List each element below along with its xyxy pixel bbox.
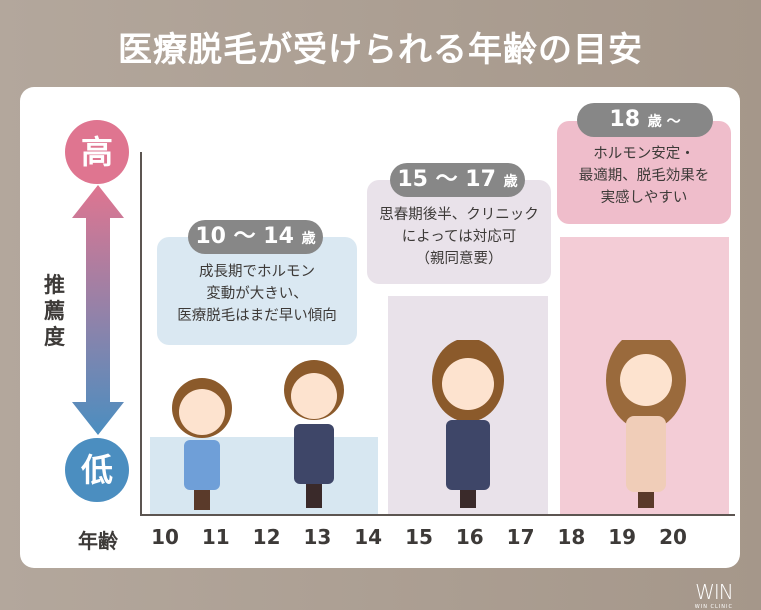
girl-10-icon xyxy=(172,378,232,510)
win-clinic-logo: WIN WIN CLINIC xyxy=(694,580,734,610)
badge-unit: 歳 xyxy=(503,174,518,190)
callout-line: 実感しやすい xyxy=(600,190,688,206)
logo-sub: WIN CLINIC xyxy=(694,604,733,610)
girl-16-icon xyxy=(432,340,504,508)
callout-18-plus: ホルモン安定・ 最適期、脱毛効果を 実感しやすい xyxy=(557,121,731,224)
callout-line: 医療脱毛はまだ早い傾向 xyxy=(177,308,337,324)
logo-main: WIN xyxy=(695,580,734,604)
callout-line: ホルモン安定・ xyxy=(593,146,695,162)
age-badge-10-14: 10 ～ 14 歳 xyxy=(188,220,323,254)
callout-line: （親同意要） xyxy=(415,251,503,267)
girl-13-icon xyxy=(284,360,344,508)
callout-10-14: 成長期でホルモン 変動が大きい、 医療脱毛はまだ早い傾向 xyxy=(157,237,357,345)
low-label: 低 xyxy=(65,438,129,502)
badge-range: 18 xyxy=(609,107,641,132)
age-badge-15-17: 15 ～ 17 歳 xyxy=(390,163,525,197)
age-tick: 17 xyxy=(506,525,535,549)
age-tick: 18 xyxy=(557,525,586,549)
badge-unit: 歳 xyxy=(301,231,316,247)
recommendation-arrow-icon xyxy=(72,185,124,435)
girl-19-icon xyxy=(606,340,686,508)
age-tick: 16 xyxy=(455,525,484,549)
age-tick: 14 xyxy=(354,525,383,549)
age-tick: 20 xyxy=(659,525,687,549)
high-label: 高 xyxy=(65,120,129,184)
callout-15-17: 思春期後半、クリニック によっては対応可 （親同意要） xyxy=(367,180,551,284)
y-axis-label: 推薦度 xyxy=(44,273,65,349)
x-axis-label: 年齢 xyxy=(78,529,118,553)
age-tick: 15 xyxy=(405,525,433,549)
age-tick: 11 xyxy=(201,525,230,549)
girl-illustrations xyxy=(172,340,686,510)
callout-line: 思春期後半、クリニック xyxy=(379,207,539,223)
callout-line: によっては対応可 xyxy=(401,229,517,245)
callout-line: 変動が大きい、 xyxy=(206,286,308,302)
badge-range: 15 ～ 17 xyxy=(397,167,496,192)
page-title: 医療脱毛が受けられる年齢の目安 xyxy=(118,30,643,70)
x-axis-line xyxy=(140,514,735,516)
age-badge-18-plus: 18 歳 ～ xyxy=(577,103,713,137)
badge-unit: 歳 ～ xyxy=(647,114,681,130)
y-axis-line xyxy=(140,152,142,516)
age-tick: 13 xyxy=(303,525,332,549)
badge-range: 10 ～ 14 xyxy=(195,224,294,249)
callout-line: 最適期、脱毛効果を xyxy=(578,168,710,184)
age-tick: 12 xyxy=(252,525,281,549)
callout-line: 成長期でホルモン xyxy=(199,264,315,280)
age-tick: 19 xyxy=(608,525,637,549)
age-tick: 10 xyxy=(151,525,179,549)
